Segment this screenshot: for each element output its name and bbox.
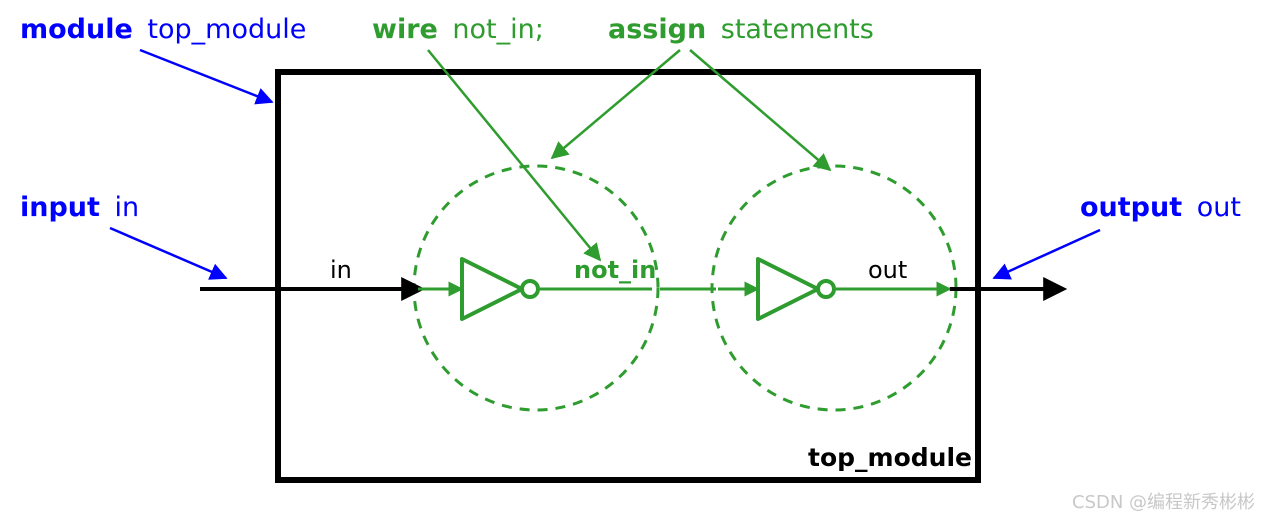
- watermark-text: CSDN @编程新秀彬彬: [1072, 492, 1255, 513]
- assign-arrow-2: [690, 50, 830, 170]
- inverter-left: [462, 259, 538, 319]
- assign-arrow-1: [552, 50, 680, 158]
- input-arrow: [110, 228, 226, 278]
- input-label: input in: [20, 192, 139, 223]
- module-label: module top_module: [20, 14, 306, 45]
- wire-arrow: [428, 50, 600, 260]
- out-signal-label: out: [868, 256, 907, 284]
- module-caption: top_module: [808, 443, 972, 472]
- module-arrow: [140, 50, 272, 102]
- output-arrow: [994, 230, 1100, 278]
- in-signal-label: in: [330, 256, 352, 284]
- inverter-right: [758, 259, 834, 319]
- wire-label: wire not_in;: [372, 14, 544, 45]
- assign-label: assign statements: [608, 14, 874, 45]
- notin-signal-label: not_in: [574, 256, 656, 284]
- output-label: output out: [1080, 192, 1241, 223]
